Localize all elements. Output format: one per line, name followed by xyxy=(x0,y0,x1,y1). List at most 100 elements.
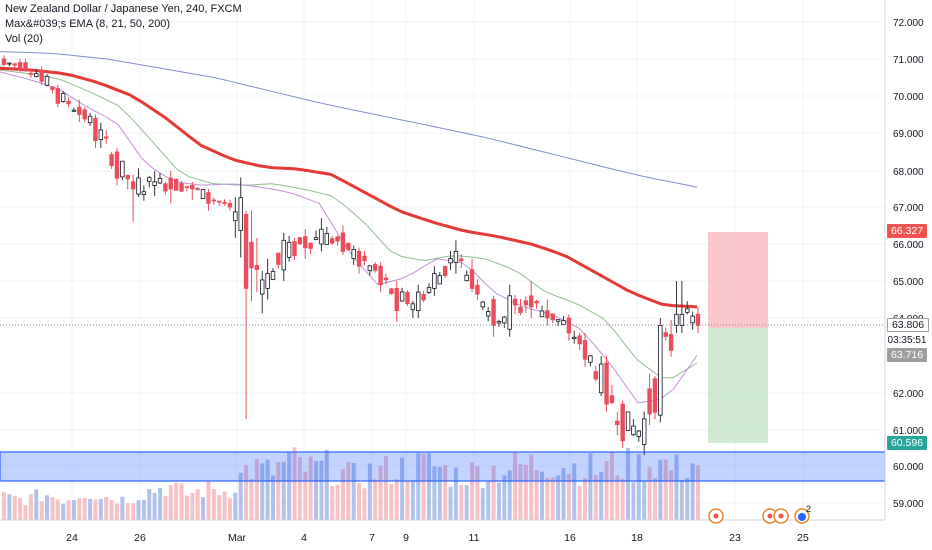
volume-bar xyxy=(357,482,362,520)
candle-body xyxy=(308,242,313,249)
candle-body xyxy=(319,228,324,245)
candle-body xyxy=(227,202,233,208)
volume-bar xyxy=(539,471,544,520)
time-axis[interactable] xyxy=(0,519,932,550)
y-tick-label: 61.000 xyxy=(893,426,924,437)
volume-bar xyxy=(534,469,539,520)
volume-bar xyxy=(696,465,700,520)
candle-body xyxy=(652,378,658,413)
volume-bar xyxy=(254,458,259,520)
candle-body xyxy=(642,418,647,445)
candle-body xyxy=(313,237,319,240)
volume-bar xyxy=(674,454,679,520)
candle-body xyxy=(44,75,50,86)
candle-body xyxy=(1,58,7,65)
candle-body xyxy=(249,241,254,269)
event-count-badge: 2 xyxy=(806,504,811,514)
volume-bar xyxy=(410,481,415,520)
volume-bar xyxy=(437,466,442,520)
x-tick-label: 24 xyxy=(66,532,78,544)
event-markers[interactable]: 2 xyxy=(708,504,811,524)
candle-body xyxy=(695,313,701,326)
volume-bars xyxy=(2,447,700,520)
candle-body xyxy=(34,73,39,78)
x-tick-label: 25 xyxy=(797,532,809,544)
candle-body xyxy=(303,236,308,249)
x-tick-label: 18 xyxy=(631,532,643,544)
candle-body xyxy=(136,177,141,195)
volume-bar xyxy=(233,492,238,520)
volume-bar xyxy=(486,480,491,520)
candle-body xyxy=(216,200,222,203)
candle-body xyxy=(464,274,469,282)
volume-bar xyxy=(421,453,426,520)
ema-8-line xyxy=(0,71,698,404)
target-price-label: 60.596 xyxy=(887,436,927,450)
x-tick-label: 4 xyxy=(301,532,307,544)
candle-body xyxy=(12,63,17,66)
volume-bar xyxy=(669,469,674,520)
volume-bar xyxy=(184,495,189,520)
candle-body xyxy=(356,250,362,267)
candle-body xyxy=(104,136,109,139)
candle-body xyxy=(66,100,71,105)
earnings-marker[interactable] xyxy=(794,508,810,524)
chart-legend: New Zealand Dollar / Japanese Yen, 240, … xyxy=(5,2,242,47)
take-profit-zone[interactable] xyxy=(708,328,768,443)
candle-body xyxy=(426,287,432,293)
stop-loss-zone[interactable] xyxy=(708,232,768,328)
volume-bar xyxy=(400,457,405,520)
candle-body xyxy=(125,174,130,180)
candle-body xyxy=(297,237,303,245)
candle-body xyxy=(292,241,297,257)
y-tick-label: 62.000 xyxy=(893,389,924,400)
volume-bar xyxy=(690,463,695,520)
volume-bar xyxy=(303,471,308,520)
volume-bar xyxy=(448,486,453,520)
x-tick-labels: 24 26 Mar 4 7 9 11 16 18 23 25 xyxy=(66,532,809,544)
candle-body xyxy=(98,129,104,140)
dividend-marker[interactable] xyxy=(773,508,789,524)
volume-bar xyxy=(470,462,475,520)
volume-bar xyxy=(615,475,620,520)
dividend-marker[interactable] xyxy=(708,508,724,524)
volume-bar xyxy=(211,488,216,520)
volume-bar xyxy=(308,456,313,520)
candle-body xyxy=(50,86,55,90)
volume-bar xyxy=(389,483,394,520)
volume-bar xyxy=(152,492,157,520)
volume-bar xyxy=(131,503,136,520)
volume-bar xyxy=(141,499,146,520)
candle-body xyxy=(459,258,464,262)
candle-body xyxy=(168,177,173,190)
y-tick-labels: 72.000 71.000 70.000 69.000 68.000 67.000 66.0… xyxy=(893,18,924,510)
volume-bar xyxy=(287,451,292,520)
candle-body xyxy=(668,334,674,351)
dividend-dot xyxy=(767,513,773,519)
candle-body xyxy=(383,277,389,281)
ema-indicator-label: Max&#039;s EMA (8, 21, 50, 200) xyxy=(5,18,171,30)
candle-body xyxy=(480,301,486,308)
price-axis[interactable] xyxy=(884,0,932,520)
candle-body xyxy=(416,291,421,312)
candle-body xyxy=(286,241,292,258)
x-tick-label: 23 xyxy=(729,532,741,544)
volume-bar xyxy=(518,464,523,520)
volume-bar xyxy=(93,499,98,520)
ema-21-line xyxy=(0,69,698,379)
candle-body xyxy=(636,430,642,437)
volume-bar xyxy=(335,484,340,520)
candle-body xyxy=(157,178,163,184)
candle-body xyxy=(647,388,652,415)
candle-body xyxy=(367,265,373,272)
volume-bar xyxy=(367,463,372,520)
support-zone[interactable] xyxy=(0,451,886,482)
candle-body xyxy=(598,363,604,394)
last-price-label: 63.806 xyxy=(887,318,929,332)
candle-body xyxy=(281,239,286,271)
volume-bar xyxy=(636,454,641,520)
volume-bar xyxy=(491,465,496,520)
volume-bar xyxy=(631,482,636,520)
candle-body xyxy=(620,403,625,442)
